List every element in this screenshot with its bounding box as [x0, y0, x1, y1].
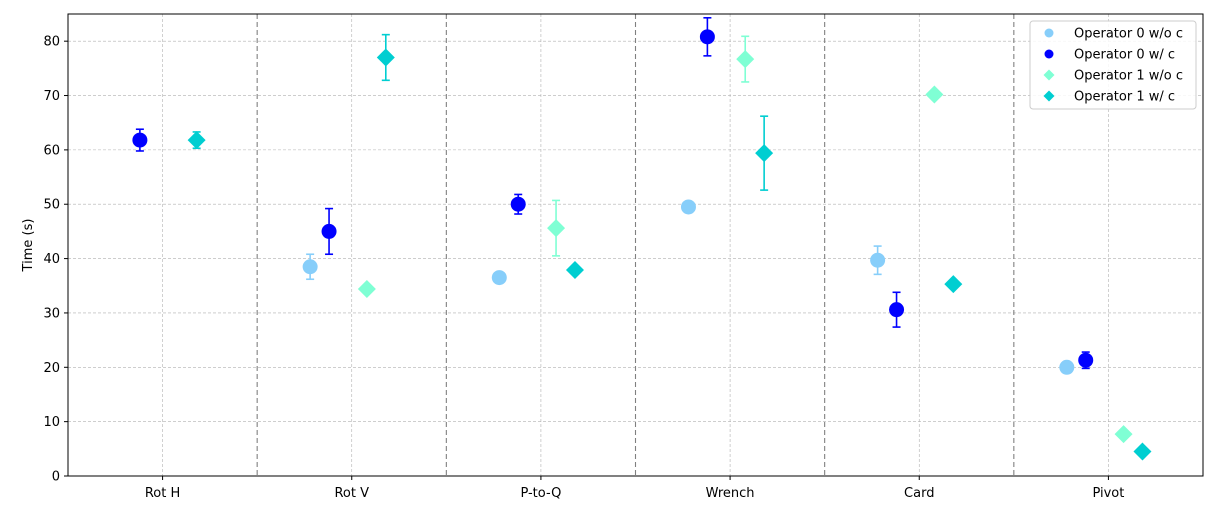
x-tick-label: Rot V [334, 486, 369, 501]
point-operator-1-w-c [944, 275, 963, 294]
y-tick-label: 30 [43, 306, 60, 321]
point-operator-1-w-c [187, 131, 206, 150]
point-operator-0-w-c [889, 302, 905, 318]
x-tick-label: Card [904, 486, 934, 501]
point-operator-0-w-c [1078, 352, 1094, 368]
point-operator-1-w-o-c [1114, 425, 1133, 444]
point-operator-1-w-c [376, 48, 395, 67]
legend-label-operator-1-w-c: Operator 1 w/ c [1074, 90, 1175, 105]
point-operator-0-w-o-c [680, 199, 696, 215]
y-tick-label: 60 [43, 143, 60, 158]
point-operator-1-w-c [1133, 442, 1152, 461]
point-operator-0-w-o-c [302, 259, 318, 275]
legend-label-operator-0-w-c: Operator 0 w/ c [1074, 48, 1175, 63]
marker-layer [132, 29, 1152, 461]
point-operator-0-w-o-c [1059, 359, 1075, 375]
y-tick-label: 0 [52, 470, 60, 485]
separator-layer [256, 14, 1015, 476]
point-operator-1-w-o-c [925, 85, 944, 104]
legend-frame [1029, 20, 1197, 110]
point-operator-0-w-o-c [491, 270, 507, 286]
legend-marker-operator-0-w-o-c [1044, 28, 1054, 38]
y-axis-title: Time (s) [21, 219, 36, 273]
point-operator-1-w-o-c [357, 280, 376, 299]
y-axis: 0 10 20 30 40 50 60 70 80 [43, 35, 68, 485]
y-tick-label: 10 [43, 415, 60, 430]
x-tick-label: Wrench [706, 486, 755, 501]
legend-label-operator-0-w-o-c: Operator 0 w/o c [1074, 27, 1183, 42]
point-operator-0-w-c [510, 196, 526, 212]
legend: Operator 0 w/o c Operator 0 w/ c Operator … [1029, 20, 1197, 110]
legend-label-operator-1-w-o-c: Operator 1 w/o c [1074, 69, 1183, 84]
point-operator-0-w-c [699, 29, 715, 45]
plot-frame [67, 13, 1204, 477]
point-operator-1-w-o-c [547, 219, 566, 238]
y-tick-label: 50 [43, 198, 60, 213]
x-tick-label: Rot H [145, 486, 180, 501]
legend-marker-operator-1-w-c [1043, 90, 1055, 102]
point-operator-0-w-c [132, 132, 148, 148]
point-operator-0-w-o-c [870, 252, 886, 268]
x-tick-label: Pivot [1092, 486, 1124, 501]
legend-marker-operator-1-w-o-c [1043, 69, 1055, 81]
point-operator-1-w-o-c [736, 50, 755, 69]
point-operator-1-w-c [755, 144, 774, 163]
x-tick-label: P-to-Q [520, 486, 561, 501]
y-tick-label: 80 [43, 35, 60, 50]
point-operator-0-w-c [321, 223, 337, 239]
y-tick-label: 40 [43, 252, 60, 267]
y-tick-label: 70 [43, 89, 60, 104]
x-axis: Rot H Rot V P-to-Q Wrench Card Pivot [145, 476, 1124, 501]
legend-marker-operator-0-w-c [1044, 49, 1054, 59]
point-operator-1-w-c [565, 261, 584, 280]
y-tick-label: 20 [43, 361, 60, 376]
